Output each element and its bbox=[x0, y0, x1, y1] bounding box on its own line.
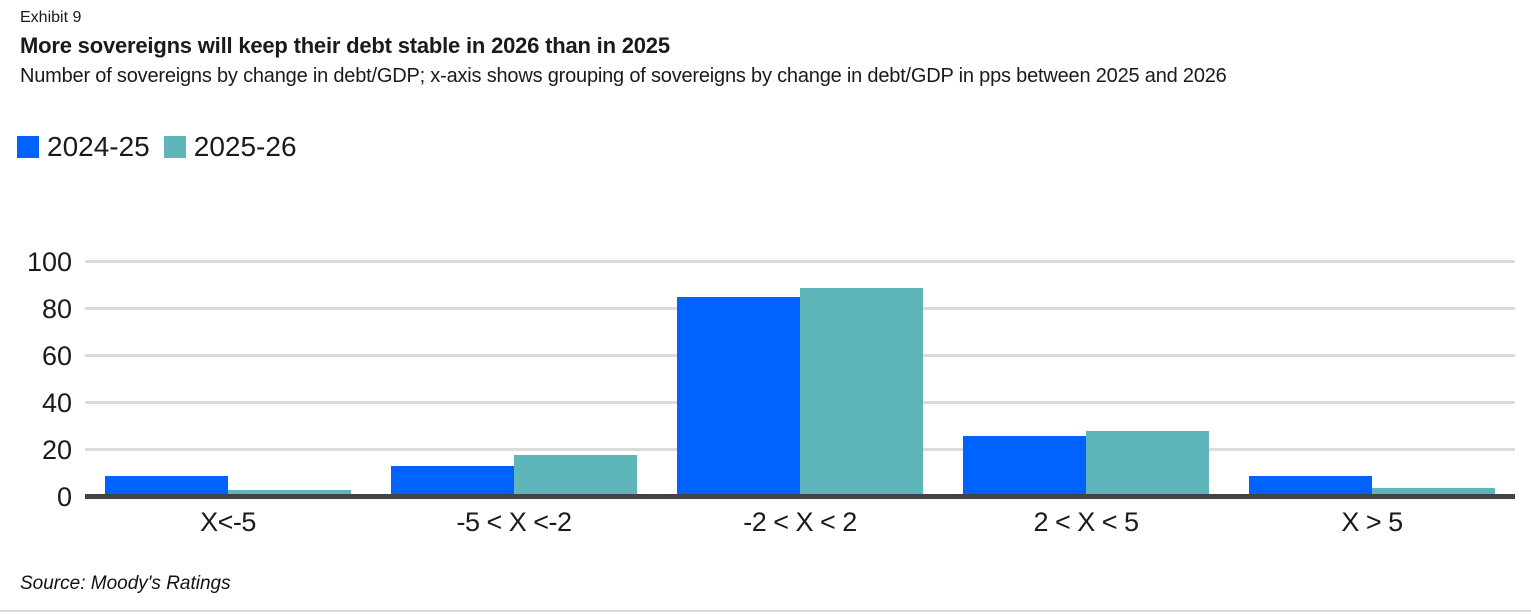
bar-group-4 bbox=[943, 262, 1229, 497]
chart-title: More sovereigns will keep their debt sta… bbox=[20, 33, 670, 58]
x-tick-label-3: -2 < X < 2 bbox=[743, 507, 857, 537]
gridline-100 bbox=[85, 260, 1515, 263]
bar-2024-25--2<X<2 bbox=[677, 297, 800, 497]
legend-label: 2025-26 bbox=[193, 131, 297, 162]
legend-swatch-2025-26 bbox=[163, 136, 186, 158]
exhibit-label: Exhibit 9 bbox=[20, 9, 82, 26]
legend-item-2025-26: 2025-26 bbox=[163, 131, 297, 163]
bottom-divider bbox=[0, 610, 1531, 612]
legend-label: 2024-25 bbox=[47, 131, 150, 162]
bar-2025-26-2<X<5 bbox=[1086, 431, 1209, 497]
x-tick-label-2: -5 < X <-2 bbox=[456, 507, 572, 537]
bar-2025-26--5<X<-2 bbox=[514, 454, 637, 497]
y-tick-label-0: 0 bbox=[56, 482, 72, 512]
x-tick-label-5: X > 5 bbox=[1341, 507, 1403, 537]
y-tick-label-40: 40 bbox=[41, 388, 72, 418]
x-axis-baseline bbox=[85, 494, 1515, 499]
bar-2024-25-X<-5 bbox=[105, 475, 228, 497]
bar-group-2 bbox=[371, 262, 657, 497]
chart-legend: 2024-25 2025-26 bbox=[17, 131, 297, 163]
y-tick-label-20: 20 bbox=[41, 435, 72, 465]
bar-2025-26--2<X<2 bbox=[800, 287, 923, 497]
bar-groups bbox=[85, 262, 1515, 497]
bar-group-3 bbox=[657, 262, 943, 497]
bar-2024-25--5<X<-2 bbox=[391, 466, 514, 497]
y-axis: 0 20 40 60 80 100 bbox=[0, 247, 72, 512]
source-attribution: Source: Moody's Ratings bbox=[20, 573, 231, 594]
plot-area bbox=[85, 260, 1515, 499]
bar-2024-25-2<X<5 bbox=[963, 435, 1086, 497]
y-tick-label-60: 60 bbox=[41, 341, 72, 371]
chart-subtitle: Number of sovereigns by change in debt/G… bbox=[20, 65, 1227, 87]
bar-group-1 bbox=[85, 262, 371, 497]
legend-swatch-2024-25 bbox=[17, 136, 39, 158]
x-tick-label-4: 2 < X < 5 bbox=[1033, 507, 1139, 537]
y-tick-label-80: 80 bbox=[41, 294, 72, 324]
x-axis: X<-5 -5 < X <-2 -2 < X < 2 2 < X < 5 X > 5 bbox=[85, 507, 1515, 538]
legend-item-2024-25: 2024-25 bbox=[17, 131, 150, 163]
bar-2025-26-X<-5 bbox=[228, 489, 351, 497]
bar-2025-26-X>5 bbox=[1372, 487, 1495, 497]
x-tick-label-1: X<-5 bbox=[200, 507, 256, 537]
bar-2024-25-X>5 bbox=[1249, 475, 1372, 497]
bar-group-5 bbox=[1229, 262, 1515, 497]
y-tick-label-100: 100 bbox=[26, 247, 72, 277]
